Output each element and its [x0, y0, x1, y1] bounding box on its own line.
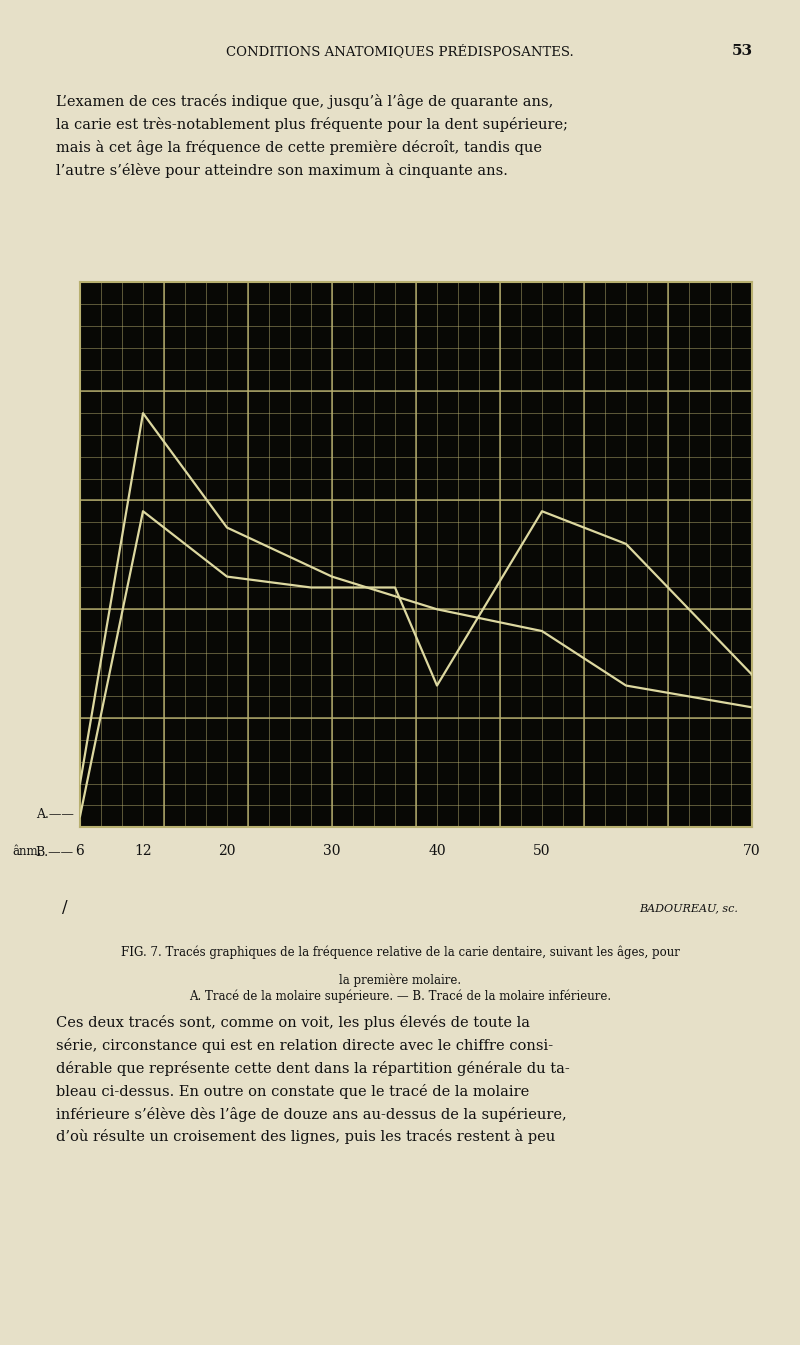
Text: 70: 70 — [743, 845, 761, 858]
Text: ânm.: ânm. — [12, 845, 42, 858]
Text: CONDITIONS ANATOMIQUES PRÉDISPOSANTES.: CONDITIONS ANATOMIQUES PRÉDISPOSANTES. — [226, 44, 574, 58]
Text: /: / — [62, 900, 67, 916]
Text: Ces deux tracés sont, comme on voit, les plus élevés de toute la
série, circonst: Ces deux tracés sont, comme on voit, les… — [56, 1015, 570, 1145]
Text: 12: 12 — [134, 845, 152, 858]
Text: 53: 53 — [732, 44, 753, 58]
Text: B.——: B.—— — [35, 846, 74, 859]
Text: 50: 50 — [534, 845, 550, 858]
Text: A.——: A.—— — [36, 808, 74, 820]
Text: 6: 6 — [76, 845, 84, 858]
Text: 40: 40 — [428, 845, 446, 858]
Text: A. Tracé de la molaire supérieure. — B. Tracé de la molaire inférieure.: A. Tracé de la molaire supérieure. — B. … — [189, 990, 611, 1003]
Text: la première molaire.: la première molaire. — [339, 974, 461, 987]
Text: L’examen de ces tracés indique que, jusqu’à l’âge de quarante ans,
la carie est : L’examen de ces tracés indique que, jusq… — [56, 94, 568, 178]
Text: 30: 30 — [323, 845, 341, 858]
Text: BADOUREAU, sc.: BADOUREAU, sc. — [639, 902, 738, 913]
Text: FIG. 7. Tracés graphiques de la fréquence relative de la carie dentaire, suivant: FIG. 7. Tracés graphiques de la fréquenc… — [121, 946, 679, 959]
Text: 20: 20 — [218, 845, 236, 858]
